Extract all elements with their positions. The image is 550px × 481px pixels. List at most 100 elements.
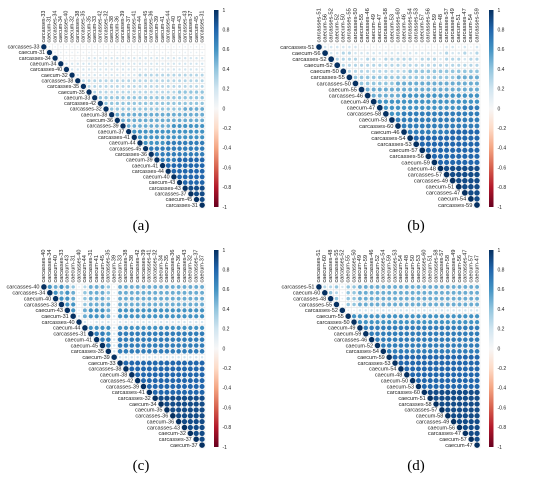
column-label: carcasses-52 — [340, 250, 346, 283]
correlation-mark — [398, 343, 404, 348]
correlation-mark — [381, 325, 386, 331]
column-label: caecum-44 — [137, 16, 143, 43]
correlation-mark — [439, 302, 444, 307]
correlation-mark — [462, 401, 468, 407]
correlation-mark — [451, 314, 456, 319]
correlation-mark — [183, 90, 187, 94]
correlation-mark — [457, 296, 462, 301]
correlation-mark — [199, 308, 205, 313]
correlation-mark — [414, 93, 419, 98]
correlation-mark — [369, 331, 374, 337]
correlation-mark — [346, 285, 350, 289]
column-label: carcasses-57 — [444, 8, 450, 42]
correlation-mark — [133, 73, 136, 77]
correlation-mark — [182, 152, 188, 157]
correlation-mark — [444, 93, 449, 98]
correlation-mark — [200, 73, 204, 77]
correlation-mark — [121, 101, 125, 106]
correlation-mark — [166, 135, 171, 140]
column-label: caecum-45 — [194, 16, 200, 43]
correlation-mark — [176, 372, 182, 378]
correlation-mark — [112, 338, 116, 341]
correlation-mark — [190, 51, 192, 54]
correlation-mark — [129, 337, 135, 342]
correlation-mark — [398, 290, 403, 295]
correlation-mark — [444, 81, 449, 86]
correlation-mark — [76, 51, 79, 54]
correlation-mark — [407, 129, 413, 135]
correlation-mark — [172, 107, 176, 111]
correlation-mark — [170, 314, 175, 319]
row-label: caecum-38 — [100, 373, 127, 379]
correlation-mark — [141, 349, 146, 354]
correlation-mark — [422, 349, 427, 354]
correlation-mark — [92, 95, 98, 101]
correlation-mark — [121, 73, 125, 77]
correlation-mark — [143, 107, 148, 111]
correlation-mark — [439, 378, 445, 384]
correlation-mark — [71, 285, 75, 289]
correlation-mark — [410, 302, 415, 307]
correlation-mark — [177, 96, 182, 100]
correlation-mark — [393, 284, 398, 289]
correlation-mark — [147, 325, 152, 331]
correlation-mark — [468, 349, 474, 354]
row-label: caecum-32 — [41, 73, 68, 79]
correlation-mark — [396, 69, 400, 73]
correlation-mark — [475, 296, 480, 301]
correlation-mark — [439, 407, 445, 413]
correlation-mark — [439, 296, 444, 301]
colorbar-tick-label: 0.2 — [223, 87, 230, 93]
correlation-mark — [404, 314, 409, 319]
correlation-mark — [393, 302, 398, 307]
correlation-mark — [420, 81, 425, 86]
correlation-mark — [184, 56, 187, 60]
correlation-mark — [450, 111, 456, 117]
correlation-mark — [387, 284, 392, 289]
correlation-mark — [194, 168, 199, 174]
correlation-mark — [463, 284, 468, 289]
correlation-mark — [140, 383, 147, 390]
correlation-mark — [142, 355, 145, 359]
correlation-mark — [475, 302, 480, 307]
correlation-mark — [100, 284, 105, 289]
correlation-mark — [469, 51, 473, 55]
correlation-mark — [188, 174, 194, 180]
correlation-mark — [70, 313, 76, 319]
correlation-mark — [146, 389, 153, 396]
correlation-mark — [134, 377, 141, 384]
row-label: carcasses-34 — [19, 56, 51, 62]
correlation-mark — [176, 366, 182, 372]
correlation-mark — [369, 319, 374, 325]
correlation-mark — [188, 146, 194, 151]
correlation-mark — [59, 290, 64, 295]
correlation-mark — [419, 147, 426, 154]
row-label: carcasses-36 — [135, 414, 168, 420]
correlation-mark — [123, 314, 129, 319]
correlation-mark — [117, 308, 123, 313]
correlation-mark — [375, 284, 380, 289]
correlation-mark — [135, 331, 140, 337]
correlation-mark — [147, 284, 152, 289]
correlation-mark — [123, 296, 128, 301]
correlation-mark — [438, 75, 443, 80]
correlation-mark — [177, 90, 182, 94]
correlation-mark — [59, 45, 62, 48]
row-label: carcasses-37 — [159, 437, 192, 443]
row-label: caecum-38 — [81, 112, 108, 118]
correlation-mark — [127, 68, 130, 71]
correlation-mark — [170, 389, 176, 395]
correlation-mark — [432, 105, 437, 110]
correlation-mark — [428, 309, 432, 312]
correlation-mark — [106, 291, 111, 295]
correlation-mark — [59, 296, 64, 301]
correlation-mark — [444, 75, 449, 80]
correlation-mark — [171, 355, 175, 359]
correlation-mark — [194, 146, 199, 151]
correlation-mark — [152, 366, 158, 372]
correlation-mark — [182, 366, 187, 372]
column-label: caecum-49 — [357, 255, 363, 282]
correlation-mark — [118, 284, 123, 289]
correlation-mark — [195, 45, 198, 48]
correlation-mark — [432, 117, 437, 123]
